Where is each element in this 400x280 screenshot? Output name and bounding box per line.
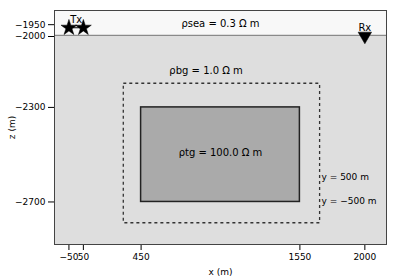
svg-text:2000: 2000 — [353, 252, 376, 262]
svg-text:−2300: −2300 — [15, 102, 46, 112]
svg-text:Tx: Tx — [69, 14, 82, 25]
svg-text:ρtg = 100.0 Ω m: ρtg = 100.0 Ω m — [179, 147, 263, 158]
svg-text:y = −500 m: y = −500 m — [322, 196, 377, 206]
svg-text:1550: 1550 — [288, 252, 311, 262]
svg-text:Rx: Rx — [358, 22, 371, 33]
svg-text:−50: −50 — [59, 252, 78, 262]
svg-text:−1950: −1950 — [15, 20, 46, 30]
svg-text:ρsea = 0.3 Ω m: ρsea = 0.3 Ω m — [181, 18, 259, 29]
svg-text:ρbg = 1.0 Ω m: ρbg = 1.0 Ω m — [169, 65, 242, 76]
svg-text:x (m): x (m) — [209, 267, 233, 277]
svg-text:y = 500 m: y = 500 m — [322, 172, 369, 182]
svg-text:z (m): z (m) — [7, 116, 17, 139]
svg-text:450: 450 — [133, 252, 150, 262]
svg-text:−2700: −2700 — [15, 197, 46, 207]
svg-text:50: 50 — [78, 252, 90, 262]
svg-text:−2000: −2000 — [15, 31, 46, 41]
